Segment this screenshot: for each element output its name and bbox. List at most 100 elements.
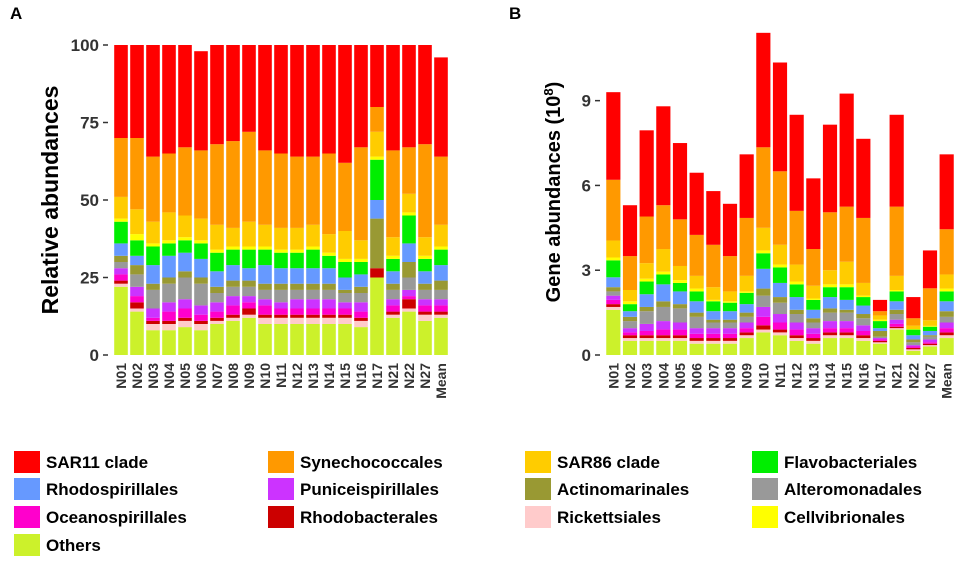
bar-a-n22-cellvibrionales — [402, 212, 416, 216]
bar-a-n15-oceanospirillales — [338, 308, 352, 315]
bar-b-n08-actinomarinales — [722, 319, 738, 323]
chart-panel-b: N01 N02 N03 N04 N05 N06 N07 N08 N09 N10 N11 N12 N13 N… — [541, 32, 955, 399]
bar-a-n01-cellvibrionales — [114, 218, 128, 222]
bar-b-n09-synechococcales — [739, 217, 754, 276]
bar-b-n12-sar11-clade — [789, 114, 804, 211]
bar-a-n27-sar11-clade — [418, 45, 432, 145]
bar-a-n11-sar11-clade — [274, 45, 288, 154]
bar-b-n21-actinomarinales — [889, 309, 904, 315]
legend-label-sar11-clade: SAR11 clade — [46, 453, 148, 472]
bar-a-n15-cellvibrionales — [338, 258, 352, 262]
x-tick-label-b-n05: N05 — [672, 363, 688, 389]
bar-b-mean-puniceispirillales — [939, 322, 954, 329]
legend-label-synechococcales: Synechococcales — [300, 453, 443, 472]
bar-b-n21-alteromonadales — [889, 314, 904, 320]
bar-a-mean-cellvibrionales — [434, 246, 448, 250]
bar-a-n13-others — [306, 324, 320, 355]
bar-b-n13-sar11-clade — [806, 178, 821, 250]
bar-b-n10-synechococcales — [756, 147, 771, 228]
bar-b-n04-rhodobacterales — [656, 335, 671, 339]
bar-b-mean-rhodospirillales — [939, 301, 954, 312]
bar-b-n27-cellvibrionales — [922, 325, 938, 327]
bar-a-n03-actinomarinales — [146, 283, 160, 290]
x-tick-label-a-n05: N05 — [177, 363, 193, 389]
bar-a-n08-flavobacteriales — [226, 249, 240, 266]
bar-b-n22-alteromonadales — [906, 342, 921, 346]
bar-a-n05-sar86-clade — [178, 215, 192, 238]
bar-a-n03-oceanospirillales — [146, 317, 160, 321]
bar-b-n22-actinomarinales — [906, 339, 921, 343]
bar-b-n07-oceanospirillales — [706, 333, 721, 339]
bar-a-n14-flavobacteriales — [322, 255, 336, 269]
bar-a-n15-rhodobacterales — [338, 314, 352, 318]
bar-b-n09-sar11-clade — [739, 154, 754, 218]
bar-b-n13-rhodobacterales — [806, 338, 821, 341]
bar-b-n06-alteromonadales — [689, 316, 704, 329]
bar-a-n16-sar86-clade — [354, 240, 368, 259]
bar-a-n10-oceanospirillales — [258, 305, 272, 315]
bar-b-n01-actinomarinales — [606, 287, 621, 292]
x-tick-label-a-n16: N16 — [353, 363, 369, 389]
bar-b-n13-oceanospirillales — [806, 333, 821, 339]
bar-b-n17-puniceispirillales — [872, 338, 888, 340]
bar-a-n10-rhodospirillales — [258, 265, 272, 284]
bar-b-n15-alteromonadales — [839, 312, 854, 322]
bar-a-n07-flavobacteriales — [210, 252, 224, 272]
bar-a-n27-oceanospirillales — [418, 305, 432, 312]
x-tick-label-b-n06: N06 — [689, 363, 705, 389]
bar-b-n02-oceanospirillales — [622, 332, 638, 336]
bar-a-n06-others — [194, 330, 208, 355]
bar-a-n02-rickettsiales — [130, 308, 144, 312]
bar-b-n22-rhodospirillales — [906, 335, 921, 340]
bar-b-mean-cellvibrionales — [939, 288, 954, 292]
bar-b-n08-oceanospirillales — [722, 333, 738, 339]
bar-a-n21-alteromonadales — [386, 289, 400, 300]
bar-b-n21-sar11-clade — [889, 114, 904, 207]
bar-b-n14-sar11-clade — [822, 124, 838, 213]
bar-a-n08-oceanospirillales — [226, 305, 240, 315]
bar-b-n15-rickettsiales — [839, 335, 854, 339]
bar-a-n22-puniceispirillales — [402, 289, 416, 297]
x-tick-label-a-n04: N04 — [161, 363, 177, 389]
bar-a-n21-puniceispirillales — [386, 299, 400, 306]
bar-a-n17-rhodobacterales — [370, 268, 384, 278]
bar-a-n07-alteromonadales — [210, 293, 224, 303]
bar-b-n05-others — [672, 340, 688, 355]
bar-b-n16-rhodospirillales — [856, 305, 871, 315]
bar-b-n06-puniceispirillales — [689, 328, 704, 334]
bar-a-n14-cellvibrionales — [322, 252, 336, 256]
bar-a-n04-oceanospirillales — [162, 311, 176, 321]
bar-b-n03-sar11-clade — [639, 130, 654, 217]
bar-a-n09-others — [242, 317, 256, 355]
bar-b-n05-oceanospirillales — [672, 329, 688, 336]
bar-a-n05-actinomarinales — [178, 271, 192, 278]
bar-b-n02-cellvibrionales — [622, 301, 638, 305]
bar-a-n04-puniceispirillales — [162, 302, 176, 312]
x-tick-label-b-n22: N22 — [905, 363, 921, 389]
bar-a-n09-puniceispirillales — [242, 296, 256, 303]
x-tick-label-a-n11: N11 — [273, 363, 289, 388]
bar-a-n11-alteromonadales — [274, 289, 288, 303]
bar-a-n14-puniceispirillales — [322, 299, 336, 309]
bar-a-n09-actinomarinales — [242, 280, 256, 287]
bar-a-n07-puniceispirillales — [210, 302, 224, 312]
legend-swatch-synechococcales — [268, 451, 294, 473]
bar-b-n21-rhodospirillales — [889, 301, 904, 310]
bar-a-n09-rickettsiales — [242, 314, 256, 318]
bar-a-n01-synechococcales — [114, 138, 128, 197]
legend-label-flavobacteriales: Flavobacteriales — [784, 453, 917, 472]
bar-b-n07-sar86-clade — [706, 287, 721, 300]
bar-a-n16-rhodobacterales — [354, 317, 368, 321]
bar-b-n01-rickettsiales — [606, 306, 621, 310]
bar-b-n04-others — [656, 340, 671, 355]
bar-a-n27-sar86-clade — [418, 237, 432, 256]
bar-b-n08-sar86-clade — [722, 291, 738, 302]
bar-b-n11-others — [772, 335, 788, 355]
bar-b-n05-synechococcales — [672, 219, 688, 266]
bar-a-n03-sar11-clade — [146, 45, 160, 157]
legend-swatch-puniceispirillales — [268, 478, 294, 500]
bar-b-n01-flavobacteriales — [606, 260, 621, 278]
bar-b-n10-rhodobacterales — [756, 325, 771, 330]
bar-a-n01-rhodospirillales — [114, 243, 128, 256]
